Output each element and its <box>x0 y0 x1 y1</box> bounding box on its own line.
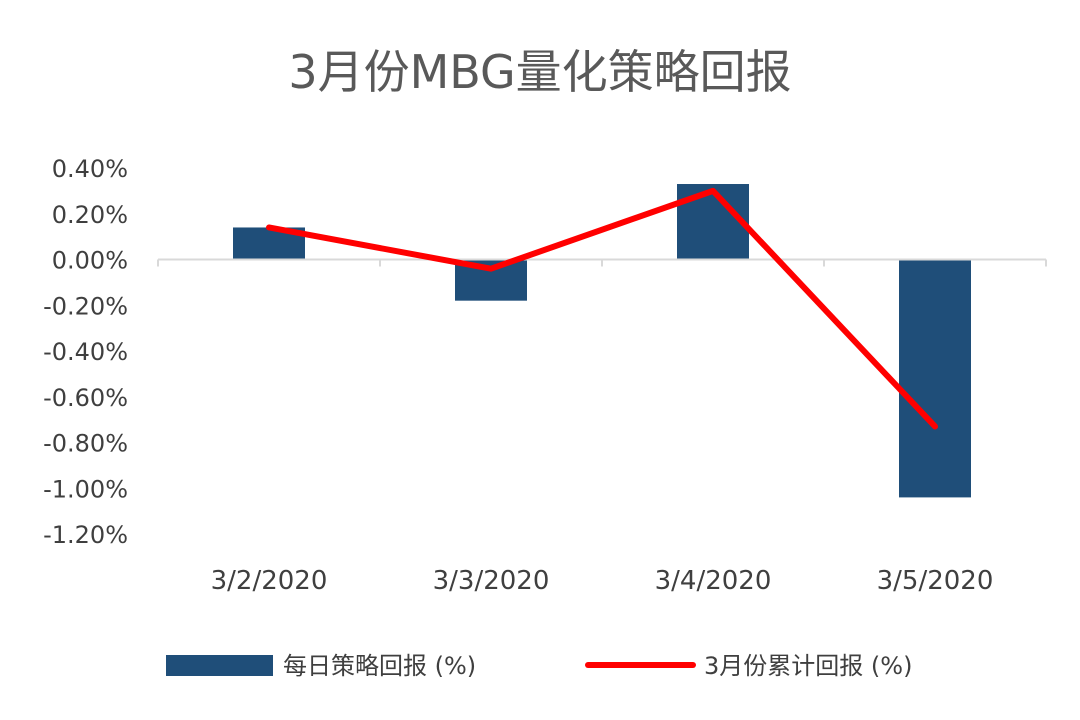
y-tick-label: -0.20% <box>43 292 128 320</box>
y-tick-label: -1.20% <box>43 521 128 549</box>
y-tick-label: -0.60% <box>43 384 128 412</box>
x-axis-labels: 3/2/2020 3/3/2020 3/4/2020 3/5/2020 <box>211 566 994 596</box>
y-tick-label: -0.40% <box>43 338 128 366</box>
y-tick-label: -0.80% <box>43 430 128 458</box>
y-tick-label: 0.00% <box>52 247 128 275</box>
legend-swatch-bar <box>166 655 273 676</box>
x-tick-label: 3/3/2020 <box>433 566 550 596</box>
y-tick-label: 0.20% <box>52 201 128 229</box>
legend: 每日策略回报 (%) 3月份累计回报 (%) <box>166 652 912 680</box>
y-tick-label: 0.40% <box>52 155 128 183</box>
y-tick-label: -1.00% <box>43 475 128 503</box>
line-series-group <box>266 187 938 430</box>
legend-label-daily: 每日策略回报 (%) <box>283 652 476 680</box>
x-axis-group <box>157 258 1047 267</box>
y-axis-labels: 0.40% 0.20% 0.00% -0.20% -0.40% -0.60% -0.80% -… <box>43 155 128 549</box>
x-tick-label: 3/2/2020 <box>211 566 328 596</box>
chart-title: 3月份MBG量化策略回报 <box>288 45 792 99</box>
legend-label-cumulative: 3月份累计回报 (%) <box>704 652 912 680</box>
x-tick-label: 3/5/2020 <box>877 566 994 596</box>
bar <box>899 259 971 498</box>
x-tick-label: 3/4/2020 <box>655 566 772 596</box>
cumulative-return-line <box>266 187 938 430</box>
